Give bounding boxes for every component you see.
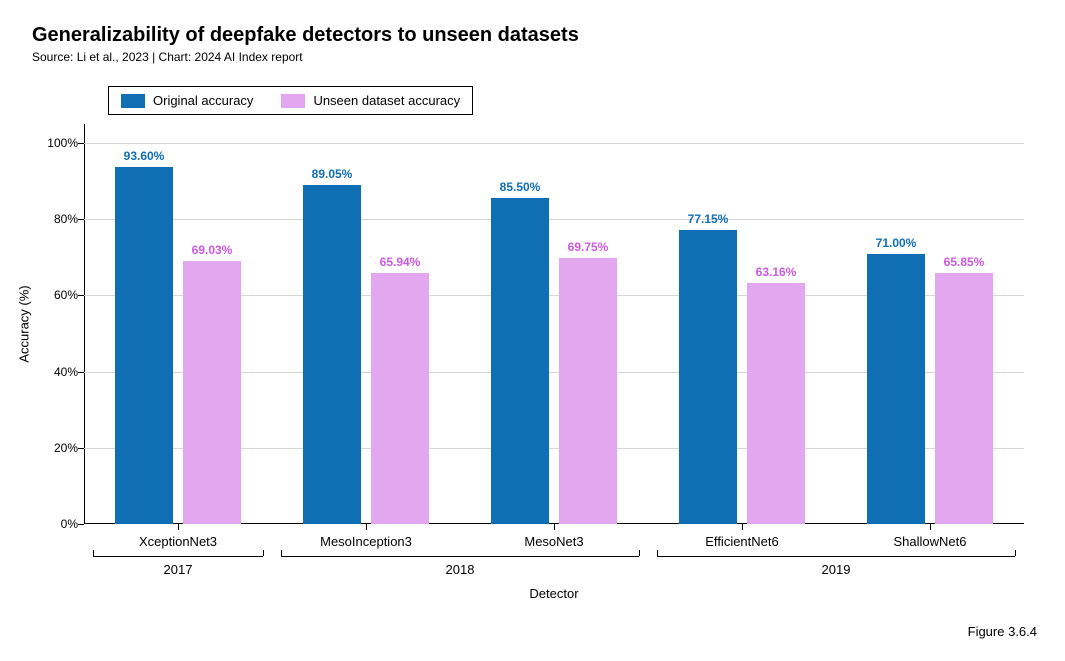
legend-item-unseen: Unseen dataset accuracy bbox=[281, 93, 460, 108]
x-tick-mark bbox=[178, 524, 179, 530]
x-tick-mark bbox=[930, 524, 931, 530]
y-tick-mark bbox=[78, 295, 84, 296]
y-tick-label: 20% bbox=[38, 441, 78, 455]
x-category-label: EfficientNet6 bbox=[705, 534, 778, 549]
bar-original: 77.15% bbox=[679, 230, 737, 524]
x-category-label: XceptionNet3 bbox=[139, 534, 217, 549]
year-group-tick bbox=[1015, 550, 1016, 556]
bar-value-label: 85.50% bbox=[491, 180, 549, 194]
year-group-line bbox=[657, 556, 1014, 557]
x-category-label: MesoNet3 bbox=[524, 534, 583, 549]
legend-swatch-unseen bbox=[281, 94, 305, 108]
y-tick-label: 0% bbox=[38, 517, 78, 531]
legend: Original accuracy Unseen dataset accurac… bbox=[108, 86, 473, 115]
gridline bbox=[84, 143, 1024, 144]
year-group-line bbox=[281, 556, 638, 557]
y-tick-label: 40% bbox=[38, 365, 78, 379]
y-tick-mark bbox=[78, 372, 84, 373]
bar-value-label: 89.05% bbox=[303, 167, 361, 181]
bar-unseen: 63.16% bbox=[747, 283, 805, 524]
gridline bbox=[84, 219, 1024, 220]
x-tick-mark bbox=[554, 524, 555, 530]
year-group-label: 2018 bbox=[446, 562, 475, 577]
bar-original: 71.00% bbox=[867, 254, 925, 524]
chart-subtitle: Source: Li et al., 2023 | Chart: 2024 AI… bbox=[32, 50, 303, 64]
bar-original: 85.50% bbox=[491, 198, 549, 524]
bar-unseen: 69.03% bbox=[183, 261, 241, 524]
plot-area: Accuracy (%) Detector 0%20%40%60%80%100%… bbox=[84, 124, 1024, 524]
y-axis bbox=[84, 124, 85, 524]
figure-label: Figure 3.6.4 bbox=[968, 624, 1037, 639]
year-group-tick bbox=[657, 550, 658, 556]
year-group-tick bbox=[263, 550, 264, 556]
legend-swatch-original bbox=[121, 94, 145, 108]
x-tick-mark bbox=[366, 524, 367, 530]
bar-value-label: 65.85% bbox=[935, 255, 993, 269]
year-group-line bbox=[93, 556, 262, 557]
bar-value-label: 69.03% bbox=[183, 243, 241, 257]
bar-unseen: 65.85% bbox=[935, 273, 993, 524]
x-category-label: ShallowNet6 bbox=[894, 534, 967, 549]
year-group-label: 2019 bbox=[822, 562, 851, 577]
y-axis-label: Accuracy (%) bbox=[17, 285, 32, 362]
y-tick-label: 80% bbox=[38, 212, 78, 226]
y-tick-mark bbox=[78, 143, 84, 144]
bar-original: 89.05% bbox=[303, 185, 361, 524]
bar-value-label: 69.75% bbox=[559, 240, 617, 254]
bar-value-label: 71.00% bbox=[867, 236, 925, 250]
legend-label-unseen: Unseen dataset accuracy bbox=[313, 93, 460, 108]
bar-value-label: 77.15% bbox=[679, 212, 737, 226]
y-tick-mark bbox=[78, 524, 84, 525]
bar-value-label: 65.94% bbox=[371, 255, 429, 269]
year-group-tick bbox=[93, 550, 94, 556]
y-tick-mark bbox=[78, 219, 84, 220]
y-tick-label: 100% bbox=[38, 136, 78, 150]
bar-unseen: 69.75% bbox=[559, 258, 617, 524]
bar-unseen: 65.94% bbox=[371, 273, 429, 524]
year-group-label: 2017 bbox=[164, 562, 193, 577]
legend-label-original: Original accuracy bbox=[153, 93, 253, 108]
bar-original: 93.60% bbox=[115, 167, 173, 524]
y-tick-mark bbox=[78, 448, 84, 449]
x-tick-mark bbox=[742, 524, 743, 530]
year-group-tick bbox=[281, 550, 282, 556]
year-group-tick bbox=[639, 550, 640, 556]
legend-item-original: Original accuracy bbox=[121, 93, 253, 108]
chart-container: Generalizability of deepfake detectors t… bbox=[0, 0, 1065, 661]
bar-value-label: 93.60% bbox=[115, 149, 173, 163]
x-axis-label: Detector bbox=[84, 586, 1024, 601]
y-tick-label: 60% bbox=[38, 288, 78, 302]
bar-value-label: 63.16% bbox=[747, 265, 805, 279]
x-category-label: MesoInception3 bbox=[320, 534, 412, 549]
chart-title: Generalizability of deepfake detectors t… bbox=[32, 24, 579, 47]
